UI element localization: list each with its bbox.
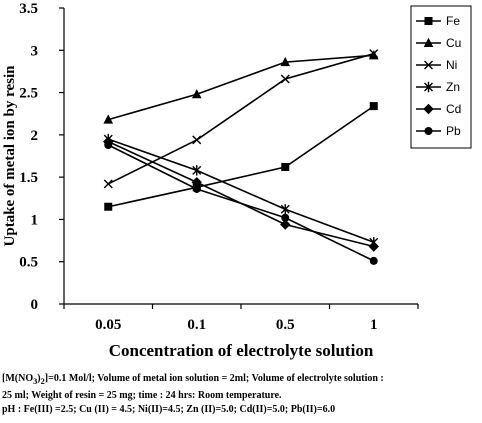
caption-line-1-post: ]=0.1 Mol/l; Volume of metal ion solutio… <box>44 373 384 384</box>
triangle-marker <box>280 56 291 67</box>
caption-line-3: pH : Fe(III) =2.5; Cu (II) = 4.5; Ni(II)… <box>2 404 336 415</box>
legend-box <box>410 5 472 149</box>
y-axis-title: Uptake of metal ion by resin <box>2 65 18 247</box>
circle-marker <box>281 213 290 222</box>
y-tick-label: 3.5 <box>19 1 38 17</box>
circle-marker <box>192 184 201 193</box>
series-fe <box>104 102 378 211</box>
x-tick-label: 0.1 <box>187 317 206 333</box>
star-marker <box>280 204 290 215</box>
caption-line-1-sub-2: 2 <box>40 377 45 386</box>
square-marker <box>281 162 290 171</box>
legend-entry-cu: Cu <box>416 36 461 50</box>
legend-label: Fe <box>446 14 460 28</box>
legend-label: Cd <box>446 102 461 116</box>
x-axis-ticks: 0.05 0.1 0.5 1 <box>63 304 419 333</box>
square-marker <box>424 17 433 25</box>
triangle-marker <box>191 89 202 99</box>
y-axis-ticks: 0 0.5 1 1.5 2 2.5 3 3.5 <box>19 1 64 313</box>
series-line <box>107 140 374 248</box>
y-tick-label: 2 <box>31 128 39 144</box>
caption-line-1-pre: [M(NO <box>2 373 34 384</box>
series-cu <box>103 50 379 124</box>
x-axis-title: Concentration of electrolyte solution <box>109 341 374 360</box>
diamond-marker <box>280 219 291 230</box>
series-layer <box>103 49 379 265</box>
series-zn <box>103 133 379 248</box>
series-cd <box>103 136 379 252</box>
y-tick-label: 2.5 <box>19 86 38 102</box>
legend-label: Zn <box>446 80 460 94</box>
legend-entry-zn: Zn <box>416 80 460 94</box>
series-line <box>107 138 375 244</box>
legend-label: Ni <box>446 58 457 72</box>
legend: Fe Cu Ni Zn Cd Pb <box>410 5 472 149</box>
square-marker <box>369 102 378 111</box>
triangle-marker <box>103 114 114 124</box>
caption-line-1-mid: ) <box>37 373 41 384</box>
y-tick-label: 0 <box>31 297 39 313</box>
star-marker <box>192 165 202 176</box>
diamond-marker <box>423 103 434 115</box>
legend-entry-pb: Pb <box>416 124 461 138</box>
circle-marker <box>104 141 113 150</box>
series-ni <box>103 49 379 189</box>
x-tick-label: 0.05 <box>95 317 121 333</box>
x-marker <box>369 49 379 59</box>
diamond-marker <box>191 177 202 188</box>
y-tick-label: 1.5 <box>19 170 38 186</box>
series-line <box>108 105 375 208</box>
diamond-marker <box>368 241 379 252</box>
square-marker <box>104 202 113 211</box>
y-tick-label: 1 <box>31 212 39 228</box>
x-marker <box>192 135 202 145</box>
triangle-marker <box>368 50 379 60</box>
legend-label: Pb <box>446 124 461 138</box>
x-tick-label: 1 <box>370 317 378 333</box>
chart-caption: [M(NO3)2]=0.1 Mol/l; Volume of metal ion… <box>2 372 480 417</box>
circle-marker <box>424 127 433 135</box>
x-marker <box>103 179 113 189</box>
legend-label: Cu <box>446 36 461 50</box>
caption-line-2: 25 ml; Weight of resin = 25 mg; time : 2… <box>2 390 282 401</box>
y-tick-label: 3 <box>31 43 39 59</box>
x-marker <box>280 74 290 84</box>
x-tick-label: 0.5 <box>276 317 295 333</box>
legend-entry-fe: Fe <box>416 14 460 28</box>
legend-entry-ni: Ni <box>416 58 457 72</box>
legend-entry-cd: Cd <box>416 102 461 116</box>
y-tick-label: 0.5 <box>19 255 38 271</box>
caption-line-1: [M(NO3)2]=0.1 Mol/l; Volume of metal ion… <box>2 372 480 389</box>
series-line <box>108 54 374 121</box>
line-chart: 0 0.5 1 1.5 2 2.5 3 3.5 0.05 0.1 0.5 1 Uptake of m… <box>2 1 472 360</box>
series-line <box>107 144 375 262</box>
circle-marker <box>369 256 378 265</box>
triangle-marker <box>423 37 434 47</box>
star-marker <box>424 81 433 93</box>
caption-line-1-sub-1: 3 <box>33 377 38 386</box>
x-marker <box>424 60 433 70</box>
series-pb <box>104 141 378 265</box>
